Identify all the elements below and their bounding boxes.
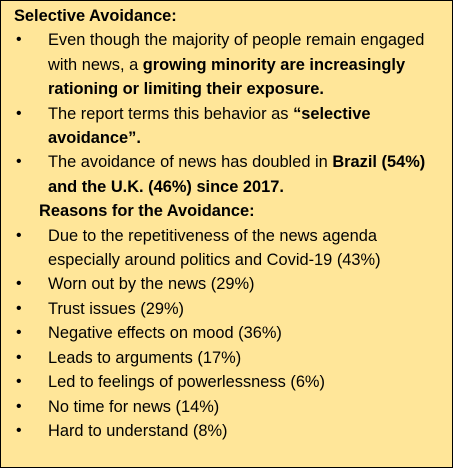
reason: No time for news (14%) bbox=[14, 395, 444, 420]
text-run: The avoidance of news has doubled in bbox=[48, 153, 333, 172]
reason-list: Due to the repetitiveness of the news ag… bbox=[14, 224, 444, 444]
text-run: Even though the majority of people remai… bbox=[48, 31, 425, 74]
bullet: The avoidance of news has doubled in Bra… bbox=[14, 150, 444, 199]
reason: Negative effects on mood (36%) bbox=[14, 321, 444, 346]
bullet: The report terms this behavior as “selec… bbox=[14, 102, 444, 151]
bullet-list: Even though the majority of people remai… bbox=[14, 28, 444, 199]
reason: Hard to understand (8%) bbox=[14, 419, 444, 444]
subheading: Reasons for the Avoidance: bbox=[39, 202, 255, 221]
bold-run: growing minority are increasingly ration… bbox=[48, 55, 406, 99]
bold-run: “selective avoidance”. bbox=[48, 104, 371, 148]
bullet: Even though the majority of people remai… bbox=[14, 28, 444, 101]
reason: Led to feelings of powerlessness (6%) bbox=[14, 370, 444, 395]
reason: Leads to arguments (17%) bbox=[14, 346, 444, 371]
reason: Trust issues (29%) bbox=[14, 297, 444, 322]
reason: Worn out by the news (29%) bbox=[14, 272, 444, 297]
reason: Due to the repetitiveness of the news ag… bbox=[14, 224, 444, 273]
bold-run: Brazil (54%) and the U.K. (46%) since 20… bbox=[48, 153, 426, 196]
title: Selective Avoidance: bbox=[14, 7, 177, 25]
text-run: The report terms this behavior as bbox=[48, 104, 294, 123]
